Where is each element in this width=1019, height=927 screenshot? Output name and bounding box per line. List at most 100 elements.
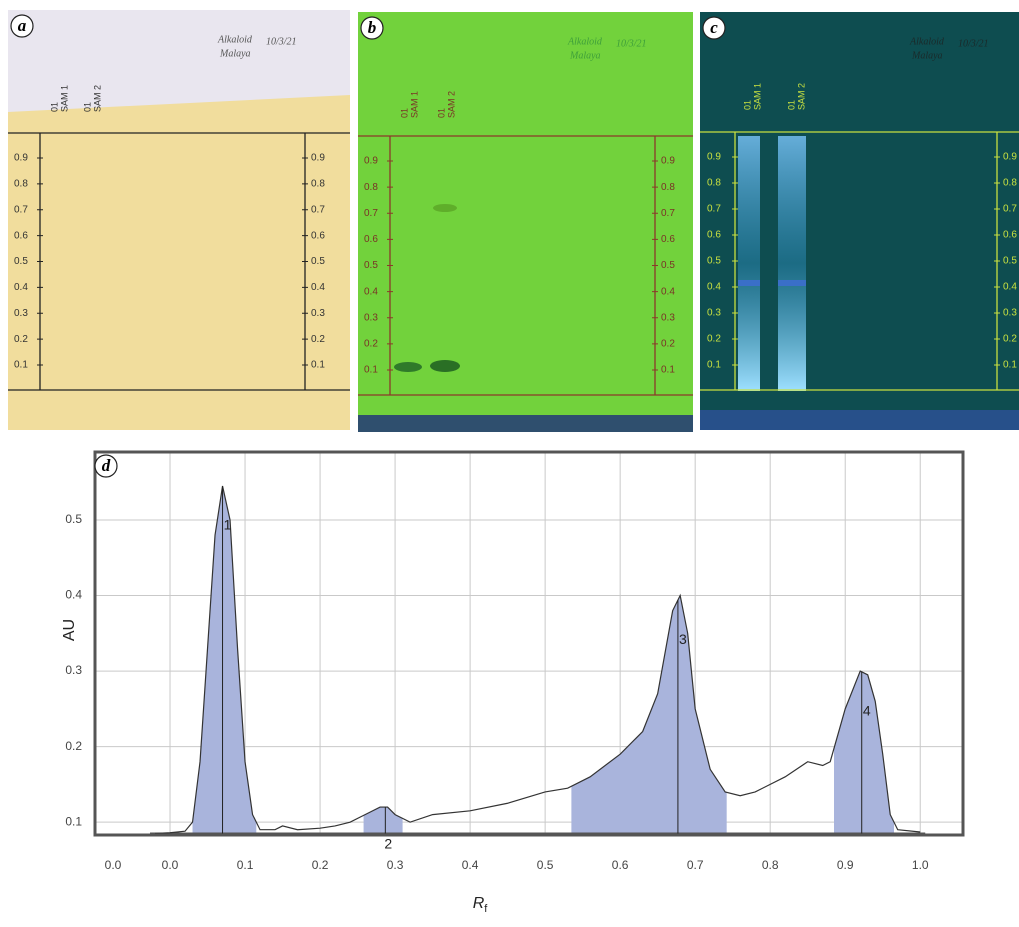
scale-label: 0.3 — [707, 308, 721, 319]
peak-area — [571, 595, 727, 835]
scale-label: 0.3 — [661, 312, 675, 323]
x-axis-title: Rf — [473, 895, 489, 915]
peak-area — [833, 671, 894, 835]
chart-border — [93, 450, 965, 837]
corner-label: 0.0 — [105, 858, 122, 872]
x-tick-label: 0.8 — [762, 858, 779, 872]
panel-letter: b — [368, 18, 377, 37]
panel-badge — [360, 16, 384, 40]
lane-label: 01 — [49, 102, 59, 112]
scale-label: 0.9 — [1003, 152, 1017, 163]
scale-label: 0.5 — [661, 260, 675, 271]
band — [430, 360, 460, 372]
scale-label: 0.1 — [661, 365, 675, 376]
scale-label: 0.6 — [707, 230, 721, 241]
plate-a-top — [8, 10, 350, 112]
scale-label: 0.4 — [311, 282, 325, 293]
lane-label: SAM 2 — [92, 85, 102, 112]
scale-label: 0.4 — [364, 286, 378, 297]
scale-label: 0.6 — [364, 234, 378, 245]
plate-b — [358, 12, 693, 432]
scale-label: 0.9 — [364, 156, 378, 167]
scale-label: 0.7 — [14, 204, 28, 215]
scale-label: 0.6 — [311, 230, 325, 241]
scale-label: 0.9 — [14, 153, 28, 164]
handwriting: Alkaloid — [909, 36, 945, 47]
peak-label: 2 — [384, 836, 392, 852]
scale-label: 0.6 — [1003, 230, 1017, 241]
scale-label: 0.3 — [311, 308, 325, 319]
panel-letter: a — [18, 16, 27, 35]
curve — [154, 485, 921, 835]
scale-label: 0.8 — [14, 179, 28, 190]
scale-label: 0.1 — [707, 360, 721, 371]
peak-label: 4 — [863, 703, 871, 719]
scale-label: 0.4 — [707, 282, 721, 293]
panel-badge — [94, 454, 118, 478]
scale-label: 0.6 — [661, 234, 675, 245]
x-tick-label: 0.0 — [162, 858, 179, 872]
scale-label: 0.8 — [661, 182, 675, 193]
scale-label: 0.4 — [661, 286, 675, 297]
x-tick-label: 0.3 — [387, 858, 404, 872]
scale-label: 0.2 — [364, 339, 378, 350]
x-axis-title-main: R — [473, 895, 485, 912]
x-tick-label: 0.9 — [837, 858, 854, 872]
scale-label: 0.2 — [1003, 334, 1017, 345]
scale-label: 0.2 — [14, 334, 28, 345]
x-tick-label: 0.2 — [312, 858, 329, 872]
scale-label: 0.9 — [707, 152, 721, 163]
scale-label: 0.5 — [1003, 256, 1017, 267]
lane-label: 01 — [786, 100, 796, 110]
lane-label: SAM 2 — [796, 83, 806, 110]
streak — [778, 136, 806, 391]
scale-label: 0.3 — [14, 308, 28, 319]
plate-b-strip — [358, 415, 693, 432]
panel-badge — [10, 14, 34, 38]
band — [433, 204, 457, 212]
peak-label: 3 — [679, 631, 687, 647]
panel-letter: c — [710, 18, 718, 37]
y-tick-label: 0.5 — [65, 512, 82, 526]
lane-label: SAM 1 — [59, 85, 69, 112]
scale-label: 0.6 — [14, 230, 28, 241]
band — [394, 362, 422, 372]
scale-label: 0.7 — [1003, 204, 1017, 215]
x-axis-title-sub: f — [484, 903, 488, 915]
scale-label: 0.7 — [364, 208, 378, 219]
scale-label: 0.1 — [364, 365, 378, 376]
lane-label: SAM 1 — [752, 83, 762, 110]
scale-label: 0.7 — [707, 204, 721, 215]
handwriting: 10/3/21 — [958, 38, 989, 49]
band — [778, 280, 806, 286]
x-tick-label: 0.7 — [687, 858, 704, 872]
scale-label: 0.1 — [1003, 360, 1017, 371]
panel-badge — [702, 16, 726, 40]
lane-label: SAM 1 — [409, 91, 419, 118]
x-tick-label: 0.5 — [537, 858, 554, 872]
scale-label: 0.8 — [707, 178, 721, 189]
handwriting: Malaya — [219, 48, 251, 59]
band — [738, 280, 760, 286]
handwriting: Alkaloid — [567, 36, 603, 47]
lane-label: 01 — [742, 100, 752, 110]
scale-label: 0.7 — [661, 208, 675, 219]
scale-label: 0.2 — [311, 334, 325, 345]
handwriting: Malaya — [569, 50, 601, 61]
peak-area — [192, 485, 257, 835]
scale-label: 0.1 — [14, 360, 28, 371]
y-tick-label: 0.2 — [65, 739, 82, 753]
scale-label: 0.2 — [661, 339, 675, 350]
scale-label: 0.4 — [14, 282, 28, 293]
scale-label: 0.3 — [364, 312, 378, 323]
y-tick-label: 0.3 — [65, 663, 82, 677]
lane-label: 01 — [399, 108, 409, 118]
scale-label: 0.5 — [14, 256, 28, 267]
scale-label: 0.5 — [707, 256, 721, 267]
peak-area — [363, 807, 403, 835]
scale-label: 0.5 — [311, 256, 325, 267]
scale-label: 0.8 — [364, 182, 378, 193]
plate-c-strip — [700, 410, 1019, 430]
scale-label: 0.5 — [364, 260, 378, 271]
